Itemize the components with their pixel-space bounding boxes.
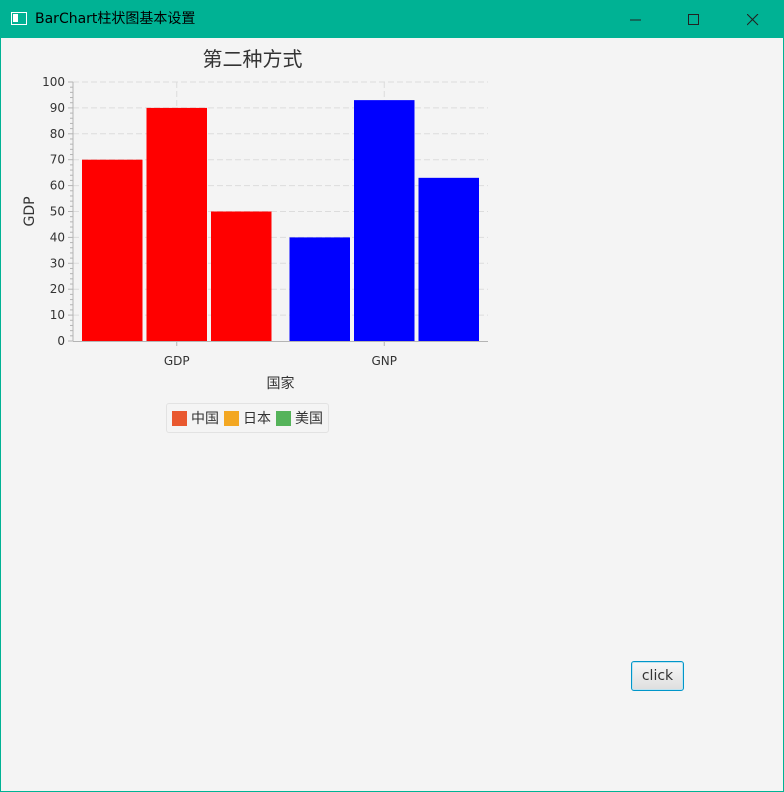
bar-GNP-中国 [289, 237, 350, 341]
y-tick-label: 40 [50, 230, 65, 244]
close-button[interactable] [730, 1, 776, 38]
y-tick-label: 90 [50, 101, 65, 115]
legend-swatch [224, 410, 239, 426]
legend-item: 日本 [224, 408, 271, 428]
window-title: BarChart柱状图基本设置 [35, 11, 196, 27]
y-tick-label: 30 [50, 256, 65, 270]
minimize-icon [630, 19, 641, 21]
legend-label: 美国 [295, 411, 323, 427]
bar-chart: 0 10 20 30 40 50 60 70 80 90 100 GDP GNP 国家 GDP [22, 75, 488, 392]
legend-label: 中国 [191, 411, 219, 427]
legend-item: 美国 [276, 408, 323, 428]
y-axis-label: GDP [22, 196, 38, 226]
legend-swatch [276, 410, 291, 426]
bar-GDP-中国 [82, 159, 143, 341]
y-tick-label: 50 [50, 205, 65, 219]
legend-item: 中国 [172, 408, 219, 428]
y-tick-label: 80 [50, 127, 65, 141]
bar-GNP-美国 [418, 177, 479, 341]
content-area: 第二种方式 0 10 20 30 40 50 60 70 80 90 100 GDP GNP 国家 GDP … [1, 38, 783, 791]
x-tick-label: GDP [164, 354, 190, 368]
close-icon [747, 14, 759, 26]
y-tick-label: 20 [50, 282, 65, 296]
y-tick-label: 10 [50, 308, 65, 322]
chart-legend: 中国 日本 美国 [166, 403, 329, 433]
chart-title: 第二种方式 [202, 47, 303, 71]
x-tick-label: GNP [371, 354, 397, 368]
bar-GDP-日本 [146, 107, 207, 342]
y-tick-label: 60 [50, 179, 65, 193]
title-bar[interactable]: BarChart柱状图基本设置 [1, 1, 783, 38]
minimize-button[interactable] [613, 1, 659, 38]
maximize-button[interactable] [671, 1, 717, 38]
y-tick-label: 70 [50, 153, 65, 167]
x-axis-label: 国家 [267, 375, 295, 392]
click-button[interactable]: click [631, 661, 684, 691]
legend-label: 日本 [243, 411, 271, 427]
y-tick-label: 0 [57, 334, 65, 348]
app-icon [11, 12, 27, 25]
maximize-icon [688, 14, 699, 25]
bar-GDP-美国 [211, 211, 272, 341]
y-tick-label: 100 [42, 75, 65, 89]
bar-GNP-日本 [354, 100, 415, 341]
legend-swatch [172, 410, 187, 426]
